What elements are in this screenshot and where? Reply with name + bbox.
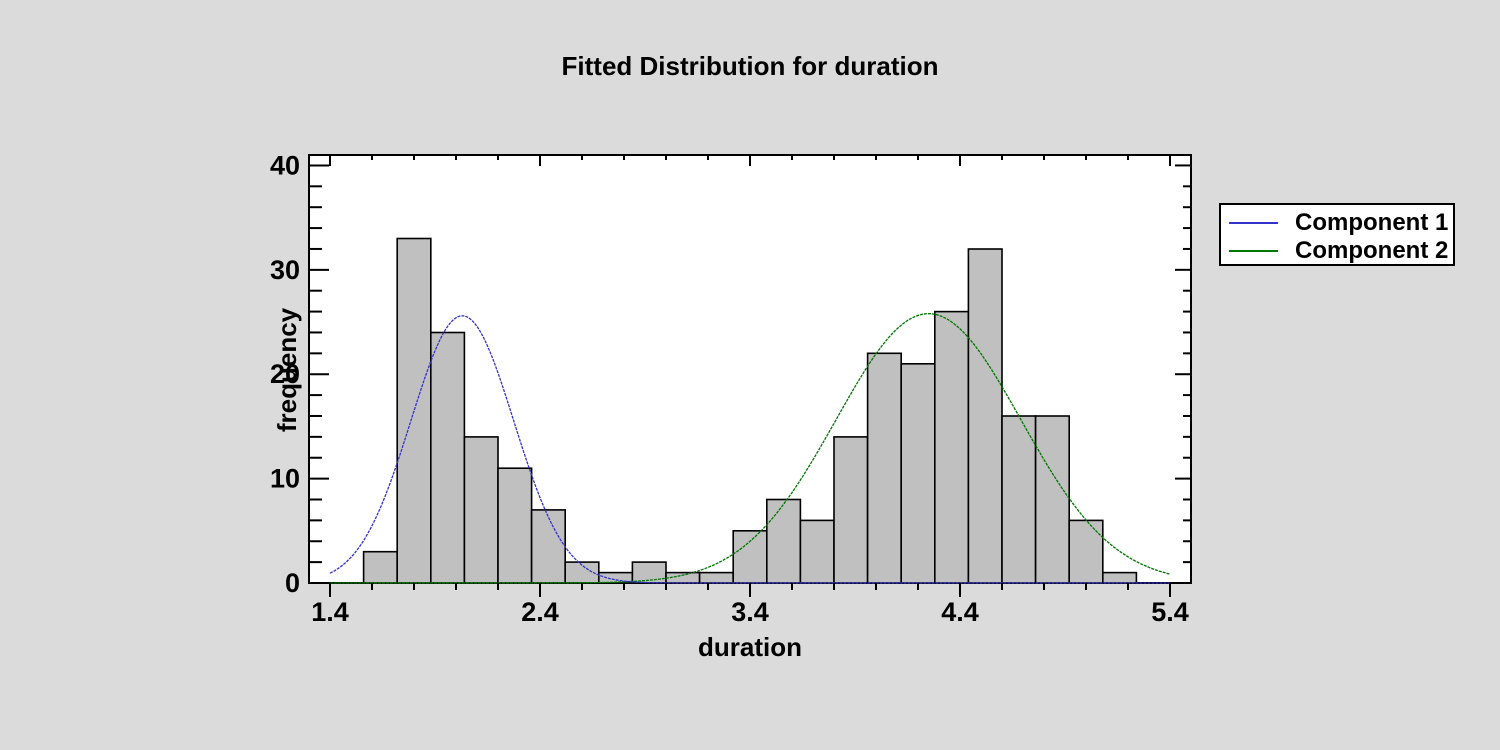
- histogram-bar: [396, 237, 432, 584]
- component-2-curve: [330, 313, 1171, 584]
- x-tick-label: 5.4: [1151, 597, 1189, 627]
- histogram-bar: [765, 498, 802, 584]
- histogram-bar: [530, 509, 566, 584]
- histogram-bar: [933, 310, 970, 584]
- y-tick-label: 40: [270, 150, 300, 180]
- histogram-bar: [429, 331, 466, 584]
- histogram-bar: [799, 519, 835, 584]
- histogram-bar: [866, 352, 902, 584]
- histogram-bar: [732, 529, 768, 584]
- histogram-bar: [1034, 415, 1070, 584]
- histogram-bar: [698, 571, 734, 584]
- histogram-bar: [967, 248, 1003, 584]
- histogram-bar: [833, 436, 869, 584]
- y-tick-label: 30: [270, 255, 300, 285]
- x-tick-label: 3.4: [731, 597, 769, 627]
- legend-label-component-1: Component 1: [1295, 209, 1449, 236]
- histogram-bar: [362, 550, 399, 584]
- x-tick-label: 2.4: [521, 597, 559, 627]
- histogram-bar: [463, 436, 499, 584]
- histogram-bar: [1102, 571, 1138, 584]
- histogram-bar: [1068, 519, 1104, 584]
- x-tick-label: 1.4: [311, 597, 349, 627]
- y-tick-label: 20: [270, 359, 300, 389]
- legend-box: Component 1 Component 2: [1219, 203, 1455, 266]
- chart-title: Fitted Distribution for duration: [561, 51, 939, 81]
- histogram-bar: [1001, 415, 1037, 584]
- x-axis-label: duration: [698, 632, 802, 662]
- histogram-bar: [497, 467, 533, 584]
- component-1-line-swatch: [1229, 222, 1278, 224]
- legend-label-component-2: Component 2: [1295, 237, 1449, 264]
- x-tick-label: 4.4: [941, 597, 979, 627]
- histogram-bar: [900, 362, 936, 584]
- y-tick-label: 0: [285, 568, 300, 598]
- y-tick-label: 10: [270, 464, 300, 494]
- component-2-line-swatch: [1229, 250, 1278, 252]
- histogram-bar: [631, 561, 667, 584]
- legend-entry-component-1: Component 1: [1221, 209, 1449, 236]
- legend-entry-component-2: Component 2: [1221, 237, 1449, 264]
